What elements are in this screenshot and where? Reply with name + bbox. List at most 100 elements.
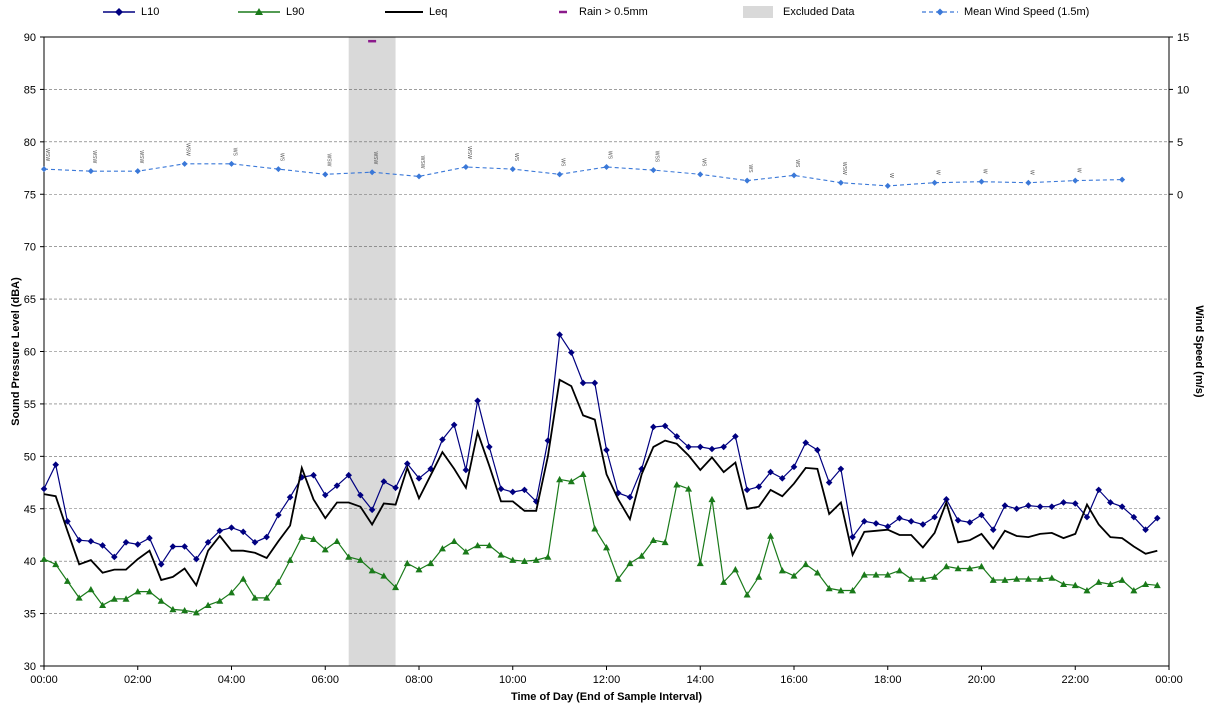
data-point-l10 [239, 528, 247, 536]
data-point-mean-wind-speed-1-5m [509, 166, 516, 173]
data-point-l90 [1060, 580, 1068, 588]
data-point-l90 [239, 575, 247, 582]
x-tick-label: 02:00 [124, 674, 152, 686]
y2-axis-title: Wind Speed (m/s) [1193, 305, 1205, 398]
data-point-l90 [790, 572, 798, 579]
data-point-l10 [75, 536, 83, 544]
data-point-l10 [286, 493, 294, 501]
data-point-l10 [591, 379, 599, 387]
data-point-l90 [919, 575, 927, 582]
data-point-l10 [87, 537, 95, 545]
data-point-l10 [661, 422, 669, 430]
data-point-l10 [497, 485, 505, 493]
wind-direction-label: W [935, 170, 941, 175]
data-point-l90 [427, 559, 435, 567]
data-point-l90 [333, 537, 341, 545]
data-point-l90 [403, 559, 411, 567]
data-point-l90 [145, 588, 153, 595]
legend-label-wind: Mean Wind Speed (1.5m) [964, 6, 1090, 18]
data-point-l10 [40, 485, 48, 493]
data-point-l90 [1036, 575, 1044, 582]
chart-legend: L10 L90 Leq Rain > 0.5mm Excluded Data M… [0, 6, 1210, 24]
wind-direction-label: WSW [325, 154, 331, 167]
data-point-l90 [1001, 576, 1009, 583]
wind-direction-label: WSW [841, 162, 847, 175]
wind-direction-label: W [982, 169, 988, 174]
data-point-l90 [1142, 580, 1150, 588]
data-point-l10 [193, 555, 200, 563]
y-tick-label: 35 [24, 609, 36, 621]
data-point-l90 [978, 562, 985, 570]
data-point-l10 [790, 463, 798, 471]
data-point-l10 [521, 486, 528, 494]
series-line-l90 [43, 473, 1158, 614]
data-point-l10 [275, 511, 282, 519]
data-point-l10 [181, 543, 188, 550]
data-point-mean-wind-speed-1-5m [1072, 177, 1079, 184]
data-point-l10 [626, 493, 634, 501]
data-point-l10 [99, 542, 106, 549]
data-point-l90 [673, 481, 681, 488]
data-point-l10 [474, 397, 481, 405]
y-tick-label: 85 [24, 84, 36, 96]
wind-direction-label: WSW [91, 150, 97, 163]
data-point-l10 [884, 523, 892, 530]
data-point-l10 [321, 491, 329, 499]
data-point-l90 [778, 567, 786, 574]
wind-direction-label: WSS [653, 151, 659, 163]
data-point-mean-wind-speed-1-5m [87, 168, 94, 175]
data-point-l90 [685, 485, 693, 492]
data-point-l10 [896, 514, 903, 522]
data-point-l10 [486, 443, 493, 451]
data-point-mean-wind-speed-1-5m [837, 179, 844, 186]
data-point-l90 [509, 556, 517, 563]
data-point-l90 [251, 594, 259, 601]
wind-direction-label: W [888, 173, 894, 178]
data-point-l10 [1013, 505, 1020, 513]
legend-label-leq: Leq [429, 6, 448, 18]
data-point-l10 [1107, 499, 1114, 506]
data-point-l10 [696, 443, 704, 451]
data-point-l10 [439, 436, 446, 443]
legend-item-l90: L90 [238, 6, 304, 18]
data-point-l10 [333, 482, 341, 489]
data-point-l90 [474, 541, 482, 549]
x-tick-label: 12:00 [593, 674, 621, 686]
data-point-l90 [134, 588, 142, 595]
x-tick-label: 10:00 [499, 674, 527, 686]
data-point-l10 [568, 349, 575, 356]
data-point-l90 [63, 577, 71, 584]
data-point-l90 [802, 560, 810, 568]
wind-direction-label: WSW [185, 143, 191, 156]
data-point-l10 [861, 518, 868, 525]
data-point-l90 [1048, 574, 1056, 581]
data-point-l90 [954, 565, 962, 572]
data-point-mean-wind-speed-1-5m [462, 163, 469, 170]
data-point-l10 [368, 506, 376, 514]
data-point-l90 [450, 537, 458, 545]
legend-l90-swatch [238, 8, 280, 15]
data-point-l10 [1036, 503, 1044, 510]
data-point-l90 [708, 495, 716, 503]
y2-tick-label: 5 [1177, 137, 1183, 149]
data-point-l90 [1024, 575, 1032, 582]
data-point-l90 [497, 551, 505, 558]
data-point-l10 [1153, 514, 1161, 522]
data-point-l90 [87, 585, 95, 593]
data-point-l90 [1106, 580, 1114, 588]
data-point-l10 [978, 511, 985, 519]
x-axis-title: Time of Day (End of Sample Interval) [511, 691, 702, 703]
data-point-l10 [52, 461, 60, 469]
y2-tick-label: 10 [1177, 84, 1189, 96]
wind-direction-label: WS [513, 153, 519, 162]
data-point-l10 [1095, 486, 1102, 494]
x-tick-label: 14:00 [686, 674, 714, 686]
data-point-l10 [1001, 502, 1009, 509]
legend-rain-swatch [559, 10, 567, 14]
data-point-l10 [263, 533, 270, 541]
data-point-l10 [708, 445, 716, 453]
data-point-mean-wind-speed-1-5m [556, 171, 563, 178]
legend-item-excluded: Excluded Data [737, 6, 855, 18]
y-tick-label: 45 [24, 504, 36, 516]
data-point-l10 [403, 460, 411, 467]
